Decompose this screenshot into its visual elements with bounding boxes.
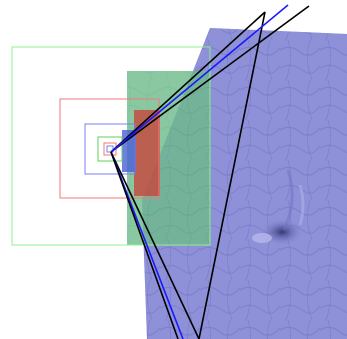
terrain-highlight <box>252 233 272 243</box>
outline-box-large <box>11 46 211 246</box>
outline-box-micro <box>106 145 114 153</box>
terrain-bump <box>282 169 294 231</box>
red-translucent-panel <box>134 110 160 196</box>
frustum-line-black <box>110 5 310 153</box>
terrain-bump <box>298 184 305 226</box>
frustum-line-black <box>110 151 200 339</box>
outline-box-medium <box>59 98 160 199</box>
outline-box-tiny <box>97 136 123 162</box>
outline-box-small <box>84 123 136 175</box>
frustum-line-blue <box>110 4 289 153</box>
frustum-line-black <box>198 11 266 339</box>
frustum-line-black <box>110 11 266 153</box>
frustum-line-black <box>110 151 179 339</box>
nested-outline-boxes <box>11 46 211 246</box>
view-frustum-lines <box>110 4 310 339</box>
